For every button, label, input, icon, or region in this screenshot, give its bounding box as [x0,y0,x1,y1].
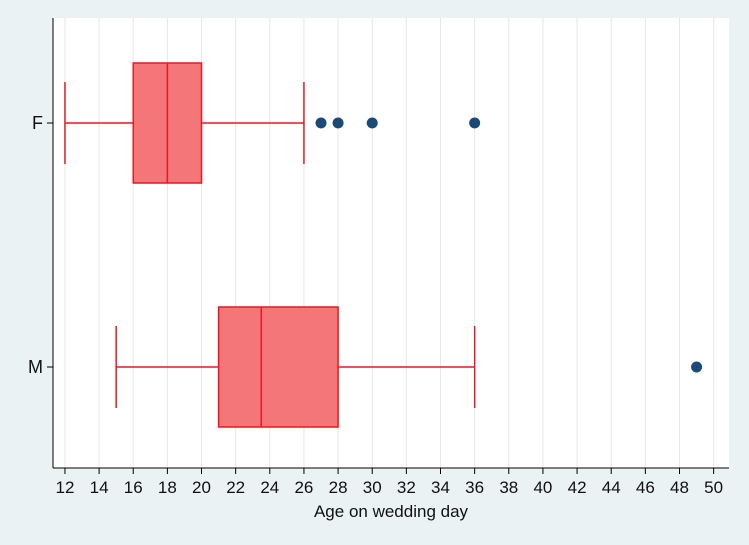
outlier-point [366,117,378,129]
x-axis-ticks: 12 14 16 18 20 22 24 26 28 30 32 34 36 38 40 42 44 46 48 50 [55,468,723,497]
x-tick-label: 34 [431,478,450,497]
outlier-point [332,117,344,129]
x-tick-label: 50 [704,478,723,497]
x-tick-label: 14 [90,478,109,497]
y-category-label: F [32,113,43,133]
iqr-box [217,306,339,428]
x-tick-label: 32 [397,478,416,497]
box-series [64,62,703,428]
x-tick-label: 28 [329,478,348,497]
x-axis-title: Age on wedding day [314,502,469,521]
x-tick-label: 26 [294,478,313,497]
x-tick-label: 48 [670,478,689,497]
outlier-point [469,117,481,129]
x-tick-label: 20 [192,478,211,497]
x-tick-label: 40 [533,478,552,497]
box-M [115,306,703,428]
x-tick-label: 42 [568,478,587,497]
y-axis-categories: FM [28,113,53,377]
x-tick-label: 30 [363,478,382,497]
x-tick-label: 38 [499,478,518,497]
box-F [64,62,481,184]
x-tick-label: 12 [55,478,74,497]
y-category-label: M [28,357,43,377]
outlier-point [315,117,327,129]
x-tick-label: 16 [124,478,143,497]
x-tick-label: 22 [226,478,245,497]
outlier-point [691,361,703,373]
x-tick-label: 36 [465,478,484,497]
x-tick-label: 46 [636,478,655,497]
x-tick-label: 44 [602,478,621,497]
x-tick-label: 24 [260,478,279,497]
x-tick-label: 18 [158,478,177,497]
